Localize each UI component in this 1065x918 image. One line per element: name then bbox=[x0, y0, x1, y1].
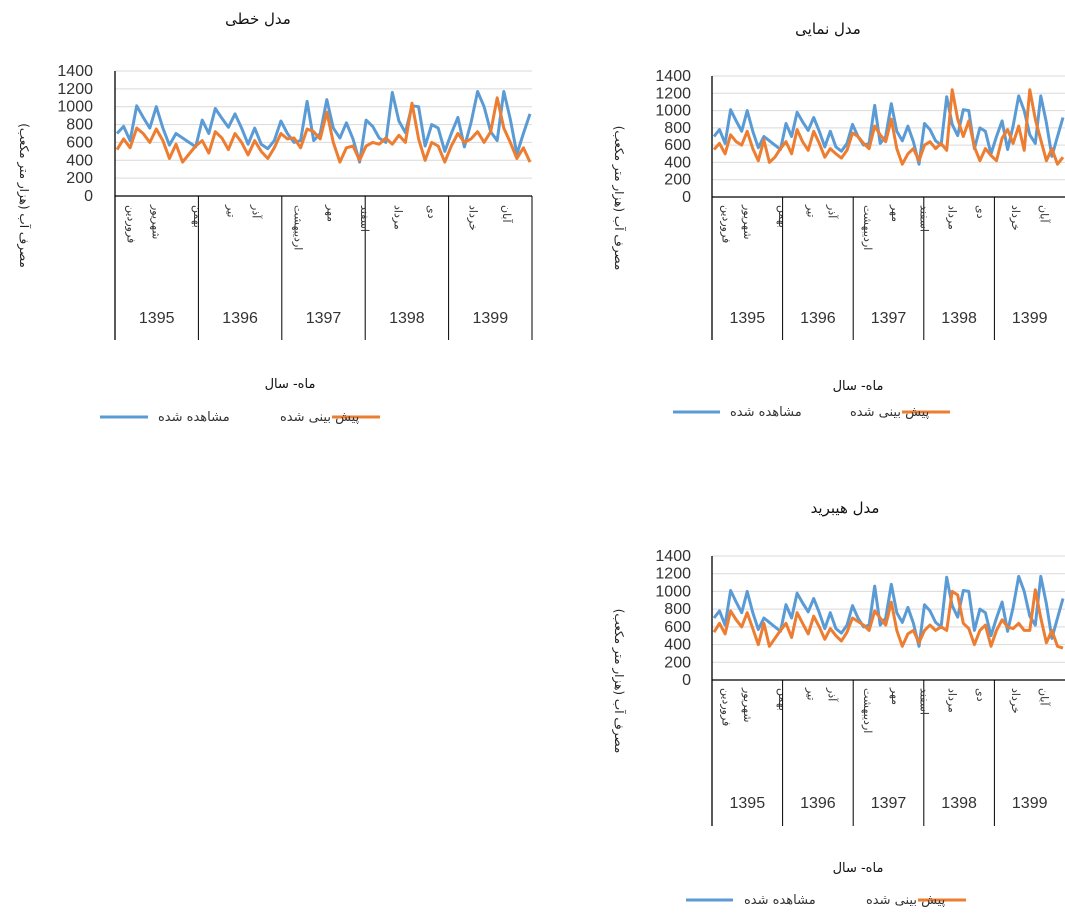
month-label: مرداد bbox=[946, 688, 959, 713]
month-label: تیر bbox=[804, 687, 817, 700]
month-label: اسفند bbox=[358, 205, 371, 232]
y-tick-label: 1200 bbox=[57, 81, 93, 98]
month-label: اسفند bbox=[917, 688, 930, 715]
y-axis-title: مصرف آب (هزار متر مکعب) bbox=[16, 123, 32, 268]
month-label: اردیبهشت bbox=[861, 205, 874, 250]
y-tick-label: 1200 bbox=[655, 85, 691, 102]
y-tick-label: 200 bbox=[664, 172, 691, 189]
chart-title: مدل خطی bbox=[225, 10, 291, 28]
month-label: خرداد bbox=[466, 205, 479, 231]
y-tick-label: 600 bbox=[664, 137, 691, 154]
month-label: مهر bbox=[889, 687, 902, 705]
y-tick-label: 0 bbox=[84, 188, 93, 205]
year-label: 1396 bbox=[800, 795, 836, 812]
month-label: بهمن bbox=[191, 205, 204, 228]
month-label: فروردین bbox=[720, 688, 733, 726]
month-label: اردیبهشت bbox=[861, 688, 874, 733]
month-label: دی bbox=[425, 205, 438, 219]
y-tick-label: 600 bbox=[664, 619, 691, 636]
month-label: تیر bbox=[225, 204, 238, 217]
y-tick-label: 1000 bbox=[655, 583, 691, 600]
year-label: 1399 bbox=[473, 310, 509, 327]
chart-title: مدل هیبرید bbox=[811, 499, 880, 517]
year-label: 1396 bbox=[222, 310, 258, 327]
y-tick-label: 0 bbox=[682, 672, 691, 689]
legend-label-predicted: پیش بینی شده bbox=[866, 893, 946, 908]
month-label: اردیبهشت bbox=[291, 205, 304, 250]
month-label: مرداد bbox=[946, 205, 959, 230]
legend-label-observed: مشاهده شده bbox=[744, 893, 816, 908]
year-label: 1395 bbox=[139, 310, 175, 327]
year-label: 1396 bbox=[800, 310, 836, 327]
legend-label-predicted: پیش بینی شده bbox=[850, 405, 930, 420]
y-tick-label: 200 bbox=[664, 654, 691, 671]
month-label: دی bbox=[974, 205, 987, 219]
month-label: آذر bbox=[825, 204, 839, 219]
month-label: آذر bbox=[825, 687, 839, 702]
y-tick-label: 400 bbox=[664, 154, 691, 171]
y-tick-label: 800 bbox=[664, 601, 691, 618]
month-label: شهریور bbox=[741, 687, 754, 722]
month-label: شهریور bbox=[150, 204, 163, 239]
y-tick-label: 600 bbox=[66, 134, 93, 151]
year-label: 1395 bbox=[730, 795, 766, 812]
year-label: 1398 bbox=[389, 310, 425, 327]
month-label: دی bbox=[974, 688, 987, 702]
year-label: 1399 bbox=[1012, 795, 1048, 812]
month-label: فروردین bbox=[125, 205, 138, 243]
month-label: مرداد bbox=[391, 205, 404, 230]
y-tick-label: 400 bbox=[66, 152, 93, 169]
month-label: خرداد bbox=[1009, 205, 1022, 231]
y-tick-label: 1400 bbox=[655, 548, 691, 565]
month-label: آذر bbox=[250, 204, 264, 219]
year-label: 1397 bbox=[306, 310, 342, 327]
legend-label-observed: مشاهده شده bbox=[730, 405, 802, 420]
month-label: مهر bbox=[325, 204, 338, 222]
y-tick-label: 800 bbox=[664, 120, 691, 137]
y-tick-label: 1400 bbox=[57, 63, 93, 80]
year-label: 1397 bbox=[871, 310, 907, 327]
month-label: بهمن bbox=[776, 205, 789, 228]
month-label: فروردین bbox=[720, 205, 733, 243]
x-axis-title: ماه- سال bbox=[265, 377, 316, 392]
year-label: 1395 bbox=[730, 310, 766, 327]
month-label: آبان bbox=[500, 205, 514, 223]
month-label: بهمن bbox=[776, 688, 789, 711]
x-axis-title: ماه- سال bbox=[833, 861, 884, 876]
year-label: 1399 bbox=[1012, 310, 1048, 327]
month-label: اسفند bbox=[917, 205, 930, 232]
month-label: خرداد bbox=[1009, 688, 1022, 714]
y-axis-title: مصرف آب (هزار متر مکعب) bbox=[611, 609, 627, 754]
legend-label-predicted: پیش بینی شده bbox=[280, 410, 360, 425]
y-tick-label: 0 bbox=[682, 189, 691, 206]
y-tick-label: 1000 bbox=[57, 99, 93, 116]
month-label: تیر bbox=[804, 204, 817, 217]
y-tick-label: 200 bbox=[66, 170, 93, 187]
month-label: آبان bbox=[1037, 688, 1051, 706]
month-label: مهر bbox=[889, 204, 902, 222]
year-label: 1397 bbox=[871, 795, 907, 812]
y-tick-label: 400 bbox=[664, 637, 691, 654]
y-tick-label: 800 bbox=[66, 117, 93, 134]
month-label: آبان bbox=[1037, 205, 1051, 223]
chart-title: مدل نمایی bbox=[795, 20, 861, 38]
series-line-predicted bbox=[714, 90, 1063, 164]
x-axis-title: ماه- سال bbox=[833, 379, 884, 394]
y-axis-title: مصرف آب (هزار متر مکعب) bbox=[611, 126, 627, 271]
y-tick-label: 1400 bbox=[655, 68, 691, 85]
year-label: 1398 bbox=[941, 795, 977, 812]
legend-label-observed: مشاهده شده bbox=[158, 410, 230, 425]
month-label: شهریور bbox=[741, 204, 754, 239]
year-label: 1398 bbox=[941, 310, 977, 327]
y-tick-label: 1000 bbox=[655, 103, 691, 120]
y-tick-label: 1200 bbox=[655, 566, 691, 583]
